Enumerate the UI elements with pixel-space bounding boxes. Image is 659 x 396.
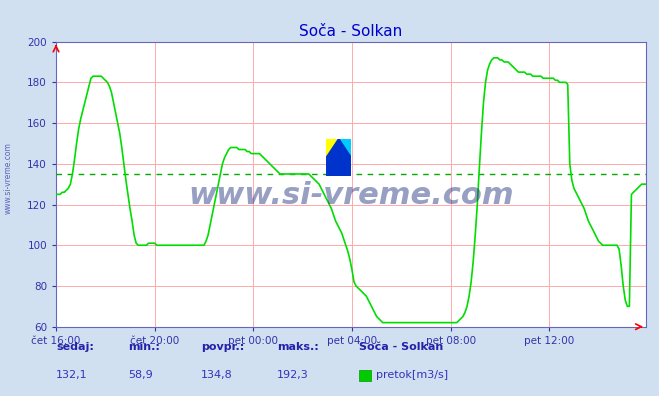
Text: Soča - Solkan: Soča - Solkan [359, 343, 444, 352]
Polygon shape [326, 139, 339, 157]
Text: 192,3: 192,3 [277, 370, 308, 380]
Polygon shape [339, 139, 351, 157]
Text: 132,1: 132,1 [56, 370, 88, 380]
Text: povpr.:: povpr.: [201, 343, 244, 352]
Text: maks.:: maks.: [277, 343, 318, 352]
Text: www.si-vreme.com: www.si-vreme.com [3, 142, 13, 214]
Text: pretok[m3/s]: pretok[m3/s] [376, 370, 447, 380]
Text: www.si-vreme.com: www.si-vreme.com [188, 181, 514, 210]
Text: 134,8: 134,8 [201, 370, 233, 380]
Polygon shape [326, 139, 351, 176]
Title: Soča - Solkan: Soča - Solkan [299, 24, 403, 39]
Text: min.:: min.: [129, 343, 160, 352]
Text: sedaj:: sedaj: [56, 343, 94, 352]
Text: 58,9: 58,9 [129, 370, 154, 380]
